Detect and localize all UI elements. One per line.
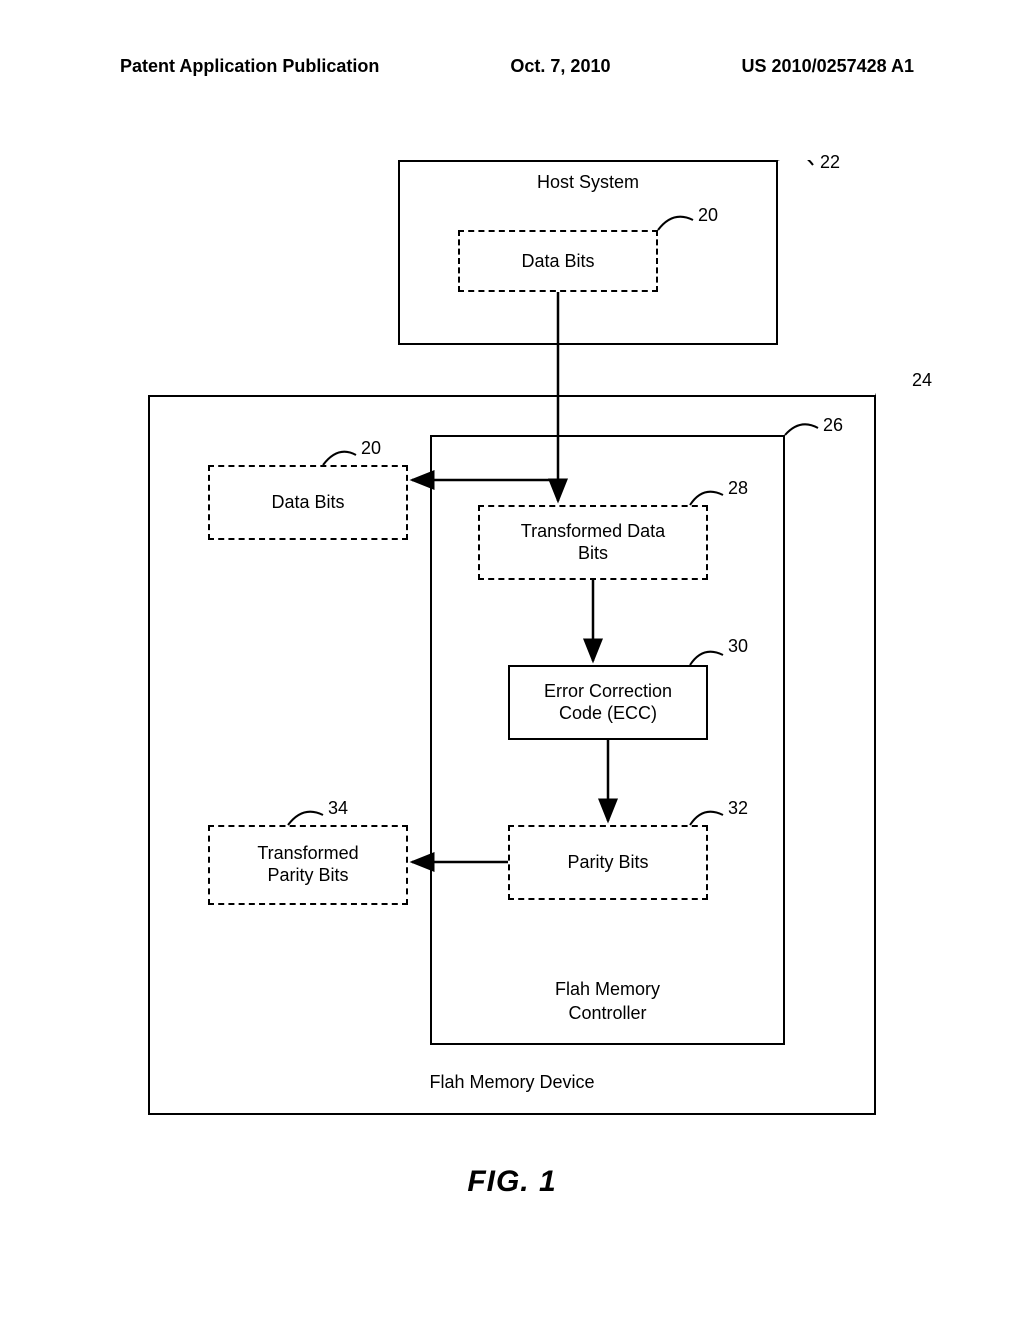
header-left: Patent Application Publication — [120, 56, 379, 77]
ref-34-leader — [148, 160, 876, 1120]
figure-1-diagram: Host System 22 Data Bits 20 Flah Memory … — [148, 160, 876, 1120]
ref-34: 34 — [328, 798, 348, 819]
ref-24: 24 — [912, 370, 932, 391]
figure-caption: FIG. 1 — [0, 1165, 1024, 1199]
patent-header: Patent Application Publication Oct. 7, 2… — [0, 56, 1024, 77]
header-right: US 2010/0257428 A1 — [742, 56, 914, 77]
header-center: Oct. 7, 2010 — [510, 56, 610, 77]
